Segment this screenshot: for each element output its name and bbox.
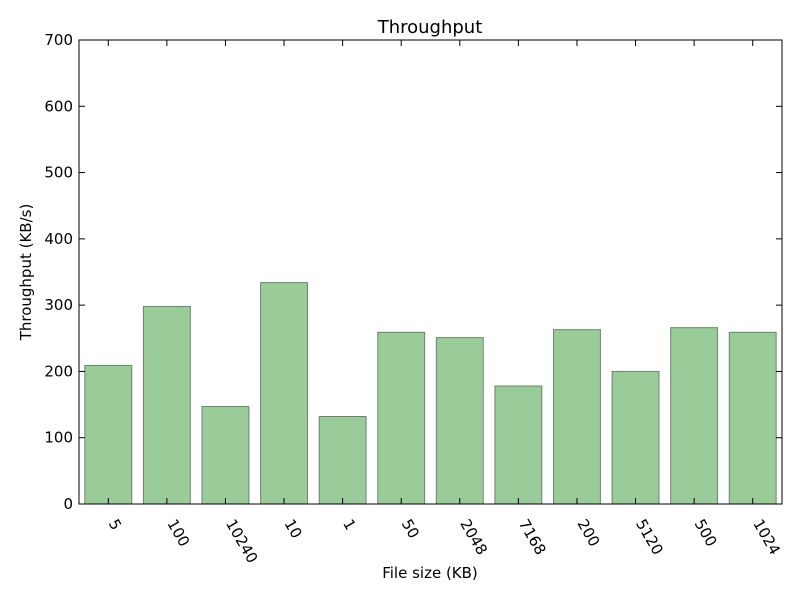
x-tick-label-10: 10	[281, 516, 306, 542]
bar-1024	[728, 331, 777, 505]
x-tick-label-5120: 5120	[632, 516, 667, 558]
bar-10240	[201, 406, 250, 505]
bar-10	[260, 282, 308, 505]
plot-area: 0 100 200 300 400 500 600 700 5 100 10240 10 1 50 204…	[44, 31, 784, 566]
x-tick-label-10240: 10240	[222, 516, 261, 566]
chart-title: Throughput	[377, 17, 483, 38]
y-tick-label-100: 100	[44, 429, 73, 447]
x-tick-label-200: 200	[573, 516, 603, 550]
bar-2048	[435, 337, 484, 505]
x-tick-label-100: 100	[163, 516, 193, 550]
bar-1	[318, 416, 367, 505]
x-axis-label: File size (KB)	[382, 564, 478, 582]
y-tick-label-0: 0	[63, 495, 73, 513]
y-tick-label-500: 500	[44, 164, 73, 182]
bar-5120	[611, 370, 660, 505]
bars-layer	[84, 282, 777, 505]
y-tick-label-200: 200	[44, 362, 73, 380]
y-axis-ticks: 0 100 200 300 400 500 600 700	[44, 31, 782, 513]
plot-frame	[78, 39, 783, 505]
x-tick-label-7168: 7168	[515, 516, 550, 558]
y-tick-label-600: 600	[44, 97, 73, 115]
x-tick-label-1: 1	[339, 516, 359, 533]
bar-200	[553, 329, 601, 505]
bar-500	[670, 327, 719, 505]
x-tick-label-500: 500	[691, 516, 721, 550]
x-tick-label-2048: 2048	[456, 516, 491, 558]
x-tick-label-1024: 1024	[749, 516, 784, 558]
bar-7168	[494, 385, 543, 505]
bar-5	[84, 364, 133, 505]
y-tick-label-400: 400	[44, 230, 73, 248]
y-axis-label: Throughput (KB/s)	[17, 204, 35, 342]
y-tick-label-700: 700	[44, 31, 73, 49]
bar-100	[142, 305, 191, 505]
bar-50	[377, 331, 426, 505]
y-tick-label-300: 300	[44, 296, 73, 314]
x-tick-label-50: 50	[398, 516, 423, 542]
x-tick-label-5: 5	[105, 516, 125, 533]
